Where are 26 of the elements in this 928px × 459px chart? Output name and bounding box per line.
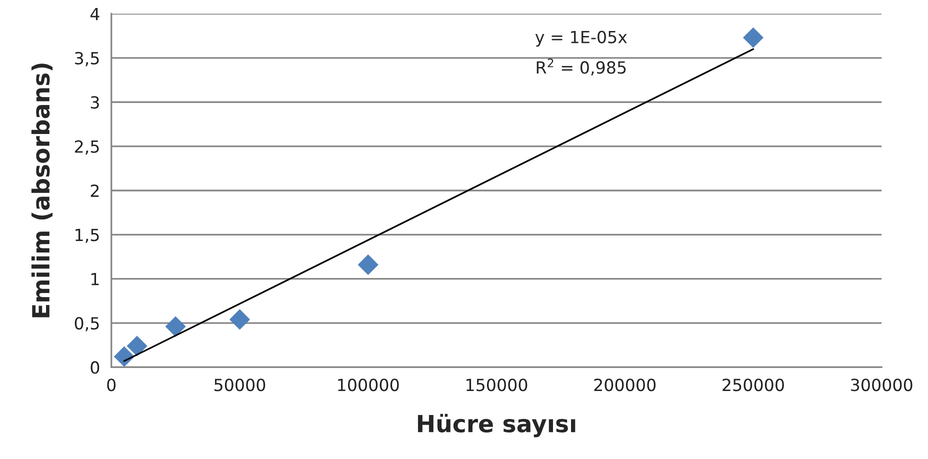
x-tick-label: 0 — [107, 378, 116, 392]
point — [229, 309, 250, 330]
annotation: y = 1E-05x — [535, 30, 627, 47]
point — [165, 316, 186, 337]
point — [358, 254, 378, 276]
x-tick-label: 100000 — [338, 378, 399, 392]
point — [114, 346, 134, 367]
x-tick-label: 250000 — [722, 378, 784, 392]
y-tick-label: 3 — [90, 96, 99, 109]
x-axis-title: Hücre sayısı — [418, 414, 576, 438]
y-tick-label: 1 — [91, 273, 99, 286]
y-tick-label: 1,5 — [76, 228, 99, 243]
y-tick-label: 2,5 — [74, 140, 99, 155]
point — [126, 336, 148, 356]
x-tick-label: 150000 — [466, 378, 528, 392]
x-tick-label: 300000 — [851, 378, 912, 392]
x-tick-label: 200000 — [594, 378, 656, 392]
y-tick-label: 0 — [90, 361, 100, 374]
y-tick-label: 2 — [90, 184, 99, 197]
y-axis-title: Emilim (absorbans) — [31, 64, 53, 318]
x-tick-label: 50000 — [214, 378, 266, 392]
annotation: R$^{2}$ = 0,985 — [536, 58, 626, 76]
y-tick-label: 3,5 — [75, 52, 99, 66]
y-tick-label: 4 — [90, 8, 100, 20]
point — [742, 27, 764, 48]
y-tick-label: 0,5 — [74, 316, 99, 332]
